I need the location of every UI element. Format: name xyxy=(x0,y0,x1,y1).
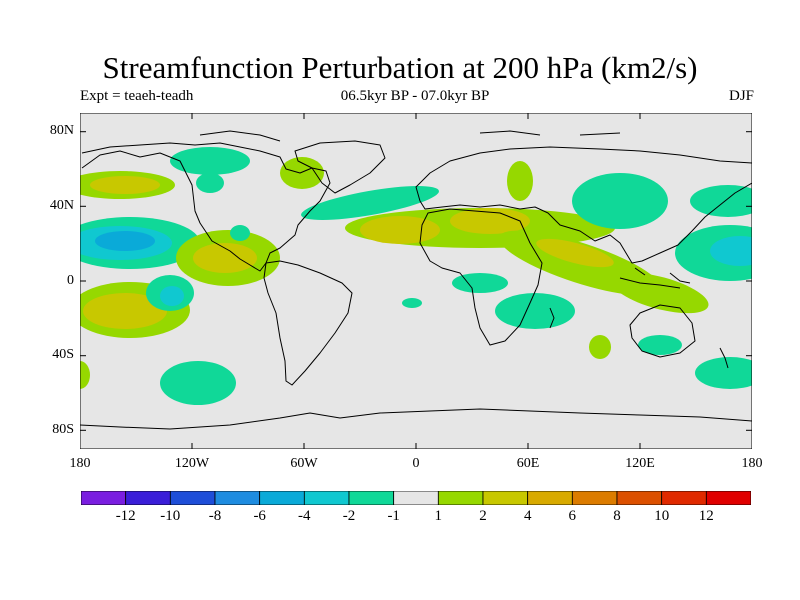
coastline-africa xyxy=(419,208,543,346)
y-tick-label: 80N xyxy=(49,123,74,138)
colorbar-swatch xyxy=(705,491,751,505)
colorbar-label: -6 xyxy=(253,508,266,524)
coastline-australia xyxy=(629,304,696,358)
x-tick-label: 180 xyxy=(69,456,91,471)
colorbar-label: -8 xyxy=(208,508,222,524)
coastline-antarctica xyxy=(80,408,752,430)
x-tick-label: 120E xyxy=(625,456,655,471)
anomaly-contour xyxy=(230,225,250,241)
colorbar-label: 4 xyxy=(523,508,532,524)
colorbar-label: -10 xyxy=(160,508,181,524)
anomaly-contour xyxy=(301,186,439,220)
colorbar-swatch xyxy=(81,491,127,505)
x-tick-label: 120W xyxy=(174,456,210,471)
colorbar-swatch xyxy=(482,491,529,505)
colorbar-swatch xyxy=(125,491,171,505)
y-tick-label: 40S xyxy=(52,347,74,362)
period-label: 06.5kyr BP - 07.0kyr BP xyxy=(340,88,490,104)
colorbar-swatch xyxy=(214,491,261,505)
colorbar-label: 1 xyxy=(434,508,443,524)
colorbar-label: -4 xyxy=(298,508,311,524)
anomaly-contour xyxy=(95,231,155,251)
anomaly-contour xyxy=(90,176,160,194)
anomaly-contour xyxy=(611,272,709,314)
anomaly-contour xyxy=(402,298,422,308)
colorbar-swatch xyxy=(393,491,439,505)
anomaly-contour xyxy=(83,293,167,329)
x-tick-label: 0 xyxy=(412,456,420,471)
y-tick-label: 40N xyxy=(49,198,74,213)
colorbar-swatch xyxy=(259,491,305,505)
colorbar-swatch xyxy=(616,491,663,505)
anomaly-contour xyxy=(690,185,752,217)
anomaly-contour xyxy=(80,361,90,389)
colorbar-label: 2 xyxy=(479,508,487,524)
anomaly-contour xyxy=(589,335,611,359)
coastline-south-america xyxy=(263,260,353,386)
anomaly-contour xyxy=(196,173,224,193)
coastline-new-zealand xyxy=(719,347,729,369)
plot-title: Streamfunction Perturbation at 200 hPa (… xyxy=(102,50,698,85)
anomaly-contour xyxy=(170,147,250,175)
colorbar-swatch xyxy=(169,491,216,505)
colorbar-label: 6 xyxy=(568,508,577,524)
anomaly-contour xyxy=(360,216,440,244)
y-tick-label: 0 xyxy=(67,273,74,288)
experiment-label: Expt = teaeh-teadh xyxy=(80,88,194,104)
y-tick-label: 80S xyxy=(52,422,74,437)
anomaly-contour xyxy=(710,236,752,266)
anomaly-contour xyxy=(495,293,575,329)
season-label: DJF xyxy=(728,88,754,104)
colorbar-swatch xyxy=(571,491,618,505)
anomaly-contour xyxy=(193,243,257,273)
anomaly-contour xyxy=(638,335,682,355)
colorbar-swatch xyxy=(437,491,484,505)
anomaly-contour xyxy=(507,161,533,201)
colorbar-swatch xyxy=(348,491,395,505)
colorbar-label: -1 xyxy=(387,508,400,524)
colorbar-swatch xyxy=(661,491,707,505)
anomaly-contour xyxy=(160,361,236,405)
colorbar-label: 10 xyxy=(654,508,670,524)
coastline-greenland xyxy=(294,140,386,194)
coastline-eurasia xyxy=(415,146,752,264)
anomaly-contour xyxy=(160,286,184,306)
colorbar-label: 12 xyxy=(698,508,714,524)
x-tick-label: 60E xyxy=(516,456,540,471)
coastlines xyxy=(80,130,752,430)
colorbar-label: -2 xyxy=(342,508,356,524)
axis-ticks xyxy=(80,113,752,449)
anomaly-contour xyxy=(572,173,668,229)
anomaly-contour xyxy=(695,357,752,389)
colorbar-label: -12 xyxy=(115,508,136,524)
anomaly-contour xyxy=(450,208,530,234)
colorbar-swatch xyxy=(527,491,573,505)
world-map xyxy=(80,113,752,449)
colorbar xyxy=(81,491,751,505)
anomaly-contours xyxy=(80,147,752,405)
coastline-indonesia xyxy=(619,267,691,289)
coastline-arctic xyxy=(199,130,621,142)
colorbar-swatch xyxy=(303,491,350,505)
x-tick-label: 60W xyxy=(290,456,318,471)
colorbar-label: 8 xyxy=(613,508,621,524)
anomaly-contour xyxy=(536,238,614,268)
anomaly-contour xyxy=(452,273,508,293)
coastline-north-america xyxy=(81,142,331,272)
anomaly-contour xyxy=(280,157,324,189)
x-tick-label: 180 xyxy=(741,456,763,471)
coastline-madagascar xyxy=(549,307,555,329)
